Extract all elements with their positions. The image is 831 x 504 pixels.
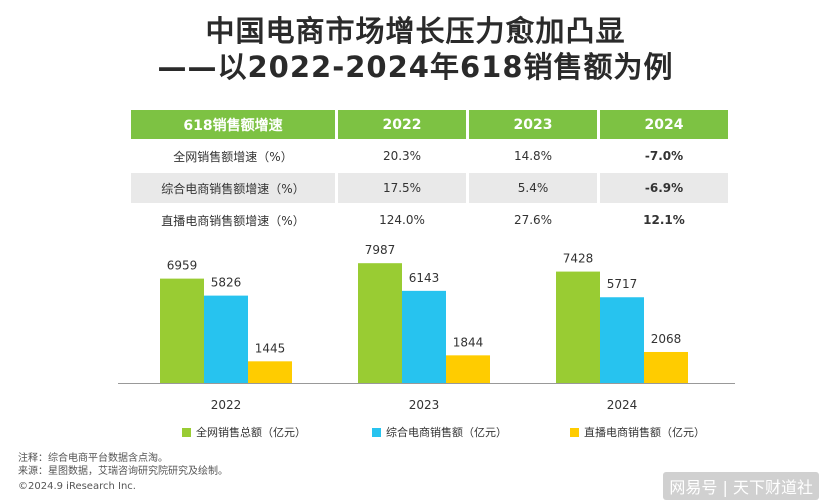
- cell-value: -7.0%: [644, 149, 684, 163]
- data-label: 6143: [409, 271, 440, 285]
- chart-title: 中国电商市场增长压力愈加凸显: [205, 14, 626, 48]
- data-label: 5717: [607, 277, 638, 291]
- data-label: 1445: [255, 341, 286, 355]
- table-row: 全网销售额增速（%） 20.3% 14.8% -7.0%: [131, 141, 728, 171]
- table-row: 直播电商销售额增速（%） 124.0% 27.6% 12.1%: [131, 205, 728, 235]
- table-header-2023: 2023: [469, 110, 597, 139]
- legend-label: 直播电商销售额（亿元）: [584, 426, 705, 439]
- legend-label: 综合电商销售额（亿元）: [386, 426, 507, 439]
- data-label: 7428: [563, 252, 594, 266]
- cell-value: 124.0%: [379, 213, 425, 227]
- legend-swatch: [372, 427, 381, 437]
- footnote: 注释：综合电商平台数据含点淘。: [18, 453, 168, 464]
- row-label: 直播电商销售额增速（%）: [161, 213, 305, 228]
- legend-item-livestream: 直播电商销售额（亿元）: [570, 424, 705, 440]
- data-label: 2068: [651, 332, 682, 346]
- watermark: 网易号 | 天下财道社: [663, 472, 819, 500]
- x-tick-label: 2023: [409, 398, 440, 412]
- cell-value: 12.1%: [643, 213, 685, 227]
- table-row: 综合电商销售额增速（%） 17.5% 5.4% -6.9%: [131, 173, 728, 203]
- data-label: 7987: [365, 243, 396, 257]
- bar-2022-series-1: [160, 278, 204, 383]
- data-label: 1844: [453, 335, 484, 349]
- chart-subtitle: ——以2022-2024年618销售额为例: [157, 50, 674, 84]
- bar-2024-series-3: [644, 351, 688, 383]
- bar-2022-series-2: [204, 295, 248, 383]
- bar-2023-series-2: [402, 290, 446, 383]
- table-header-2022: 2022: [338, 110, 466, 139]
- data-label: 6959: [167, 259, 198, 273]
- legend-item-comprehensive: 综合电商销售额（亿元）: [372, 424, 507, 440]
- legend-swatch: [182, 427, 191, 437]
- table-header-row: 618销售额增速 2022 2023 2024: [131, 110, 728, 139]
- table-header-2024: 2024: [600, 110, 728, 139]
- source-note: 来源：星图数据，艾瑞咨询研究院研究及绘制。: [18, 466, 228, 477]
- cell-value: -6.9%: [600, 173, 728, 203]
- cell-value: 20.3%: [382, 149, 422, 163]
- bar-2023-series-3: [446, 355, 490, 383]
- legend-item-total: 全网销售总额（亿元）: [182, 424, 306, 440]
- bar-2024-series-2: [600, 297, 644, 383]
- data-label: 5826: [211, 276, 242, 290]
- cell-value: 14.8%: [513, 149, 553, 163]
- x-tick-label: 2024: [607, 398, 638, 412]
- copyright: ©2024.9 iResearch Inc.: [18, 481, 136, 492]
- bar-2022-series-3: [248, 361, 292, 383]
- growth-table: 618销售额增速 2022 2023 2024 全网销售额增速（%） 20.3%…: [128, 108, 731, 237]
- legend-swatch: [570, 427, 579, 437]
- row-label: 综合电商销售额增速（%）: [131, 173, 335, 203]
- row-label: 全网销售额增速（%）: [173, 149, 293, 164]
- legend-label: 全网销售总额（亿元）: [196, 426, 306, 439]
- cell-value: 5.4%: [469, 173, 597, 203]
- sales-bar-chart: 6959 5826 1445 2022 7987 6143 1844 2023 7428 5717…: [118, 243, 735, 412]
- table-header-label: 618销售额增速: [131, 110, 335, 139]
- cell-value: 27.6%: [513, 213, 553, 227]
- bar-2024-series-1: [556, 271, 600, 383]
- cell-value: 17.5%: [338, 173, 466, 203]
- x-tick-label: 2022: [211, 398, 242, 412]
- bar-2023-series-1: [358, 263, 402, 383]
